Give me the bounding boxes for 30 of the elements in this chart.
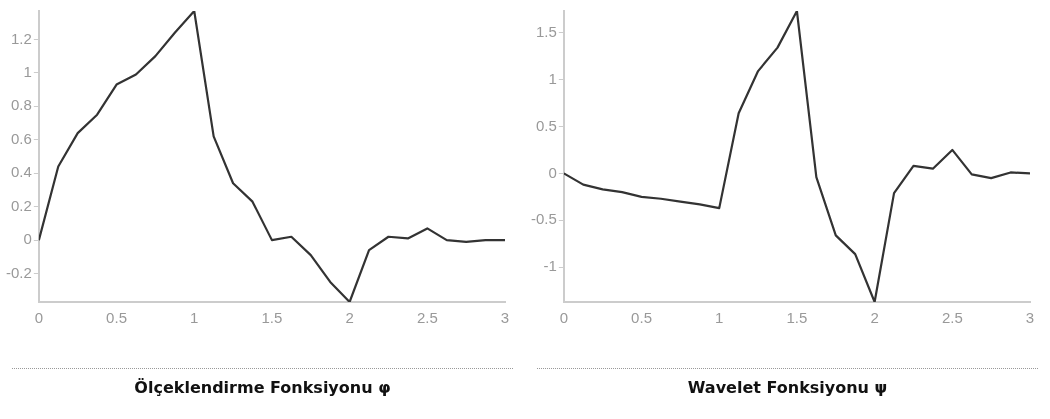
y-tick-label: 0.5	[535, 116, 557, 134]
x-tick-label: 0.5	[631, 309, 652, 327]
y-tick-label: -1	[543, 257, 557, 275]
x-tick-label: 0.5	[106, 309, 127, 327]
y-tick-label: 1	[23, 63, 32, 81]
y-tick-label: 0.8	[10, 96, 32, 114]
y-tick-label: 0	[548, 163, 557, 181]
x-tick-label: 2	[870, 309, 879, 327]
x-tick-label: 1.5	[786, 309, 808, 327]
text: Ölçeklendirme Fonksiyonu φ	[133, 378, 392, 397]
x-tick-label: 3	[1025, 309, 1035, 327]
y-tick-label: 1.5	[535, 22, 557, 40]
x-tick-label: 0	[559, 309, 569, 327]
x-tick-label: 1.5	[261, 309, 283, 327]
y-tick-label: -0.5	[530, 210, 557, 228]
x-tick-label: 0	[34, 309, 44, 327]
y-tick-label: -0.2	[5, 263, 32, 281]
y-tick-label: 1	[548, 69, 557, 87]
x-tick-label: 2.5	[941, 309, 963, 327]
y-tick-label: 0.2	[10, 196, 32, 214]
x-tick-label: 2.5	[416, 309, 438, 327]
x-tick-label: 3	[500, 309, 510, 327]
y-tick-label: 0.4	[10, 163, 32, 181]
x-tick-label: 2	[345, 309, 354, 327]
y-tick-label: 0.6	[10, 129, 32, 147]
y-tick-label: 1.2	[10, 29, 32, 47]
x-tick-label: 1	[190, 309, 199, 327]
text: Wavelet Fonksiyonu ψ	[686, 378, 889, 397]
x-tick-label: 1	[715, 309, 724, 327]
y-tick-label: 0	[23, 230, 32, 248]
